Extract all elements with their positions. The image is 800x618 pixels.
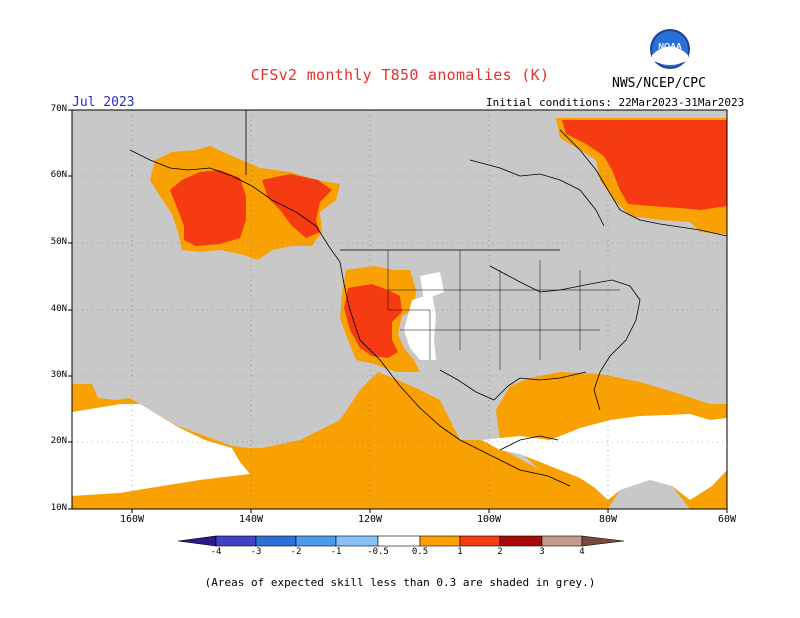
colorbar-m2-m1 <box>295 535 337 547</box>
colorbar-below-min <box>177 535 217 547</box>
strong-warm-anomaly-alaska <box>170 170 246 246</box>
footnote: (Areas of expected skill less than 0.3 a… <box>204 576 596 589</box>
strong-warm-anomaly-western-us <box>344 284 402 358</box>
lat-ticks <box>68 109 72 510</box>
neutral-white-caribbean <box>482 414 727 500</box>
colorbar-label: -1 <box>330 547 342 557</box>
colorbar-m3-m2 <box>255 535 297 547</box>
lon-label: 120W <box>357 514 383 525</box>
colorbar-label: -0.5 <box>367 547 389 557</box>
lon-label: 80W <box>598 514 618 525</box>
noaa-logo-text: NOAA <box>658 42 682 51</box>
colorbar <box>177 535 625 547</box>
strong-warm-anomaly-eastern-canada <box>562 120 727 210</box>
state-borders <box>387 250 620 370</box>
colorbar-label: -3 <box>250 547 262 557</box>
colorbar-m05-05 <box>377 535 421 547</box>
map-title: CFSv2 monthly T850 anomalies (K) <box>250 66 550 84</box>
noaa-logo: NOAA <box>650 29 690 69</box>
colorbar-label: 3 <box>539 547 545 557</box>
neutral-white-rockies <box>404 294 436 360</box>
coastlines <box>129 110 728 487</box>
colorbar-label: -4 <box>210 547 222 557</box>
colorbar-p1-2 <box>459 535 501 547</box>
colorbar-above-max <box>581 535 625 547</box>
lat-label: 60N <box>50 170 67 180</box>
lat-label: 40N <box>50 304 67 314</box>
colorbar-m4-m3 <box>215 535 257 547</box>
lon-label: 160W <box>119 514 145 525</box>
colorbar-p3-4 <box>541 535 583 547</box>
lat-label: 50N <box>50 237 67 247</box>
colorbar-m1-m05 <box>335 535 379 547</box>
colorbar-p2-3 <box>499 535 543 547</box>
warm-anomaly-pacific <box>72 372 590 509</box>
lat-label: 20N <box>50 436 67 446</box>
lon-ticks <box>131 509 728 513</box>
strong-warm-anomaly-gulf-of-alaska <box>262 174 332 238</box>
lon-label: 100W <box>476 514 502 525</box>
colorbar-label: 4 <box>579 547 585 557</box>
initial-conditions: Initial conditions: 22Mar2023-31Mar2023 <box>486 96 745 109</box>
lon-label: 60W <box>717 514 737 525</box>
colorbar-p05-1 <box>419 535 461 547</box>
lat-lon-grid <box>72 110 727 509</box>
lon-label: 140W <box>238 514 264 525</box>
organization-label: NWS/NCEP/CPC <box>612 76 706 91</box>
colorbar-label: 1 <box>457 547 463 557</box>
forecast-month: Jul 2023 <box>72 95 135 110</box>
neutral-white-pacific <box>72 404 250 496</box>
lat-label: 10N <box>50 503 67 513</box>
lat-label: 70N <box>50 104 67 114</box>
colorbar-label: 2 <box>497 547 503 557</box>
colorbar-label: 0.5 <box>411 547 429 557</box>
lat-label: 30N <box>50 370 67 380</box>
colorbar-label: -2 <box>290 547 302 557</box>
neutral-white-montana <box>420 272 444 300</box>
anomaly-map <box>68 109 728 513</box>
